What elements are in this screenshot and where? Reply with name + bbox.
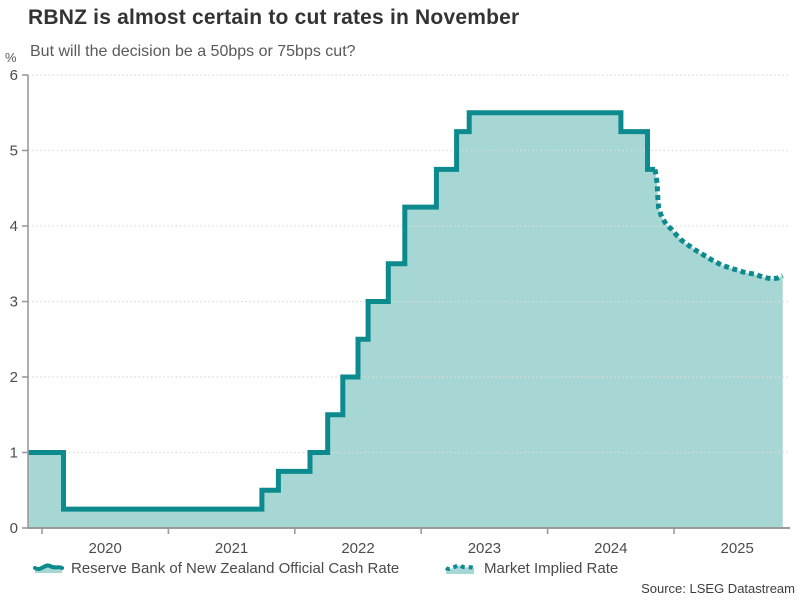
x-tick-label-2022: 2022: [341, 540, 374, 557]
x-tick-label-2024: 2024: [594, 540, 627, 557]
legend-label: Reserve Bank of New Zealand Official Cas…: [71, 559, 400, 577]
legend-item-market-implied-rate: Market Implied Rate: [443, 558, 618, 578]
dotted-line-legend-icon: [444, 562, 475, 574]
market-implied-rate-line: [652, 169, 784, 282]
page-title: RBNZ is almost certain to cut rates in N…: [28, 6, 520, 29]
x-tick-label-2025: 2025: [721, 540, 754, 557]
source-attribution: Source: LSEG Datastream: [641, 581, 795, 596]
rate-area-fill: [28, 112, 783, 529]
x-tick-label-2023: 2023: [468, 540, 501, 557]
y-tick-label-4: 4: [10, 218, 18, 235]
x-tick-label-2020: 2020: [89, 540, 122, 557]
y-tick-label-5: 5: [10, 143, 18, 160]
x-tick-label-2021: 2021: [215, 540, 248, 557]
y-tick-label-2: 2: [10, 369, 18, 386]
y-tick-label-1: 1: [10, 445, 18, 462]
legend-item-official-cash-rate: Reserve Bank of New Zealand Official Cas…: [33, 558, 399, 578]
y-tick-label-3: 3: [10, 294, 18, 311]
solid-line-legend-icon: [33, 562, 64, 573]
official-cash-rate-line: [28, 110, 655, 512]
y-axis-unit-label: %: [5, 50, 17, 65]
y-tick-label-6: 6: [10, 67, 18, 84]
chart-subtitle: But will the decision be a 50bps or 75bp…: [30, 43, 356, 60]
y-tick-label-0: 0: [10, 520, 18, 537]
legend-label: Market Implied Rate: [484, 559, 619, 577]
